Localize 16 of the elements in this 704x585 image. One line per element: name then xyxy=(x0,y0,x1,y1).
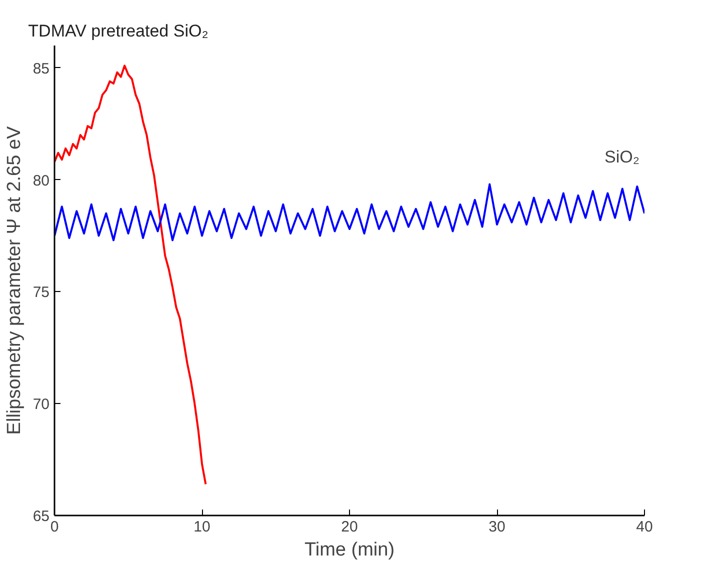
y-tick-label: 80 xyxy=(32,172,50,190)
x-tick-label: 20 xyxy=(341,518,358,536)
x-tick-label: 0 xyxy=(50,518,59,536)
y-tick-label: 85 xyxy=(32,60,50,78)
y-tick-label: 65 xyxy=(32,508,50,525)
text: TDMAV pretreated SiO₂ xyxy=(28,22,208,40)
x-tick-label: 10 xyxy=(194,518,210,536)
y-tick-label: 75 xyxy=(32,284,50,302)
x-tick-label: 30 xyxy=(488,518,506,536)
line-series xyxy=(54,183,644,242)
y-tick-label: 70 xyxy=(32,396,50,414)
y-axis-title: Ellipsometry parameter Ψ at 2.65 eV xyxy=(4,126,25,435)
x-tick-label: 40 xyxy=(636,518,653,536)
line-series xyxy=(54,64,207,486)
x-axis-title: Time (min) xyxy=(304,540,395,560)
series-label: SiO₂ xyxy=(604,147,640,166)
